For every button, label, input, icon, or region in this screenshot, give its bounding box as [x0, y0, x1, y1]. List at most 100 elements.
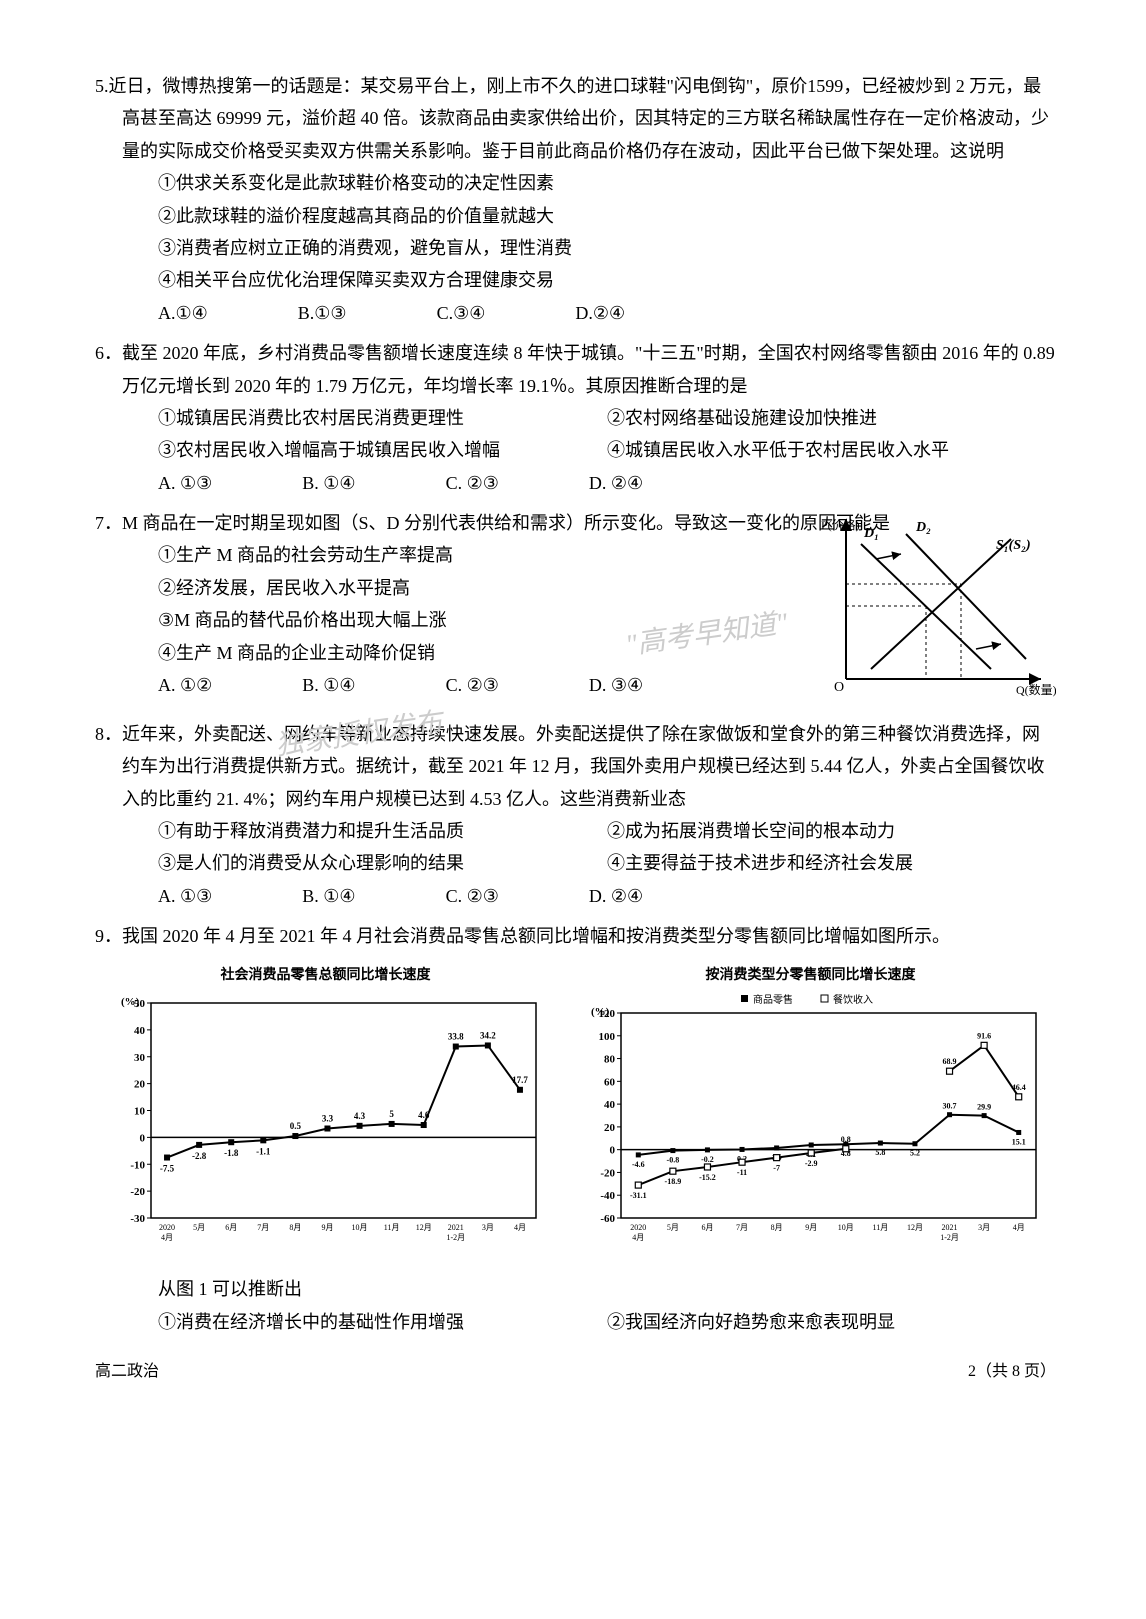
svg-text:5.2: 5.2 — [909, 1149, 919, 1158]
x-axis-label: Q(数量) — [1016, 682, 1056, 697]
svg-text:3.3: 3.3 — [321, 1113, 333, 1123]
svg-text:-20: -20 — [600, 1167, 615, 1179]
q5-stem: 近日，微博热搜第一的话题是：某交易平台上，刚上市不久的进口球鞋"闪电倒钩"，原价… — [109, 76, 1050, 161]
q6-stem: 截至 2020 年底，乡村消费品零售额增长速度连续 8 年快于城镇。"十三五"时… — [122, 343, 1055, 395]
svg-text:2021: 2021 — [941, 1223, 957, 1232]
q8-statement-1: ①有助于释放消费潜力和提升生活品质 — [158, 815, 607, 847]
q6-option-d: D. ②④ — [589, 467, 643, 499]
svg-text:6月: 6月 — [225, 1223, 237, 1232]
svg-text:-7.5: -7.5 — [159, 1163, 174, 1173]
svg-text:-20: -20 — [130, 1186, 145, 1198]
q5-option-b: B.①③ — [298, 297, 347, 329]
q8-option-a: A. ①③ — [158, 880, 212, 912]
q6-option-c: C. ②③ — [446, 467, 499, 499]
q5-statement-1: ①供求关系变化是此款球鞋价格变动的决定性因素 — [95, 167, 1056, 199]
svg-text:8月: 8月 — [770, 1223, 782, 1232]
svg-text:100: 100 — [598, 1031, 615, 1043]
svg-text:2020: 2020 — [159, 1223, 175, 1232]
svg-text:9月: 9月 — [321, 1223, 333, 1232]
footer-left: 高二政治 — [95, 1358, 159, 1387]
svg-text:30: 30 — [134, 1052, 146, 1064]
q5-statement-2: ②此款球鞋的溢价程度越高其商品的价值量就越大 — [95, 200, 1056, 232]
s-label: S₁(S₂) — [996, 538, 1031, 553]
q6-num: 6． — [95, 343, 122, 363]
q7-supply-demand-chart: P(价格) Q(数量) O D₁ D₂ S₁(S₂) — [816, 509, 1056, 709]
chart1-title: 社会消费品零售总额同比增长速度 — [106, 963, 546, 988]
svg-text:12月: 12月 — [906, 1223, 922, 1232]
origin-label: O — [834, 680, 844, 695]
q8-statement-2: ②成为拓展消费增长空间的根本动力 — [607, 815, 1056, 847]
svg-text:68.9: 68.9 — [942, 1057, 956, 1066]
q7-option-b: B. ①④ — [302, 669, 355, 701]
question-6: 6．截至 2020 年底，乡村消费品零售额增长速度连续 8 年快于城镇。"十三五… — [95, 337, 1056, 499]
q6-statement-3: ③农村居民收入增幅高于城镇居民收入增幅 — [158, 434, 607, 466]
svg-text:4.6: 4.6 — [418, 1110, 430, 1120]
svg-text:1-2月: 1-2月 — [940, 1233, 959, 1242]
svg-text:10月: 10月 — [837, 1223, 853, 1232]
question-5: 5.近日，微博热搜第一的话题是：某交易平台上，刚上市不久的进口球鞋"闪电倒钩"，… — [95, 70, 1056, 329]
svg-text:-1.1: -1.1 — [256, 1146, 271, 1156]
svg-text:7月: 7月 — [257, 1223, 269, 1232]
y-axis-label: P(价格) — [821, 517, 860, 532]
q8-option-d: D. ②④ — [589, 880, 643, 912]
svg-text:91.6: 91.6 — [977, 1031, 991, 1040]
q6-option-a: A. ①③ — [158, 467, 212, 499]
svg-text:12月: 12月 — [415, 1223, 431, 1232]
q8-statement-3: ③是人们的消费受从众心理影响的结果 — [158, 847, 607, 879]
q6-statement-2: ②农村网络基础设施建设加快推进 — [607, 402, 1056, 434]
svg-text:80: 80 — [604, 1053, 616, 1065]
svg-text:-10: -10 — [130, 1159, 145, 1171]
question-9: 9．我国 2020 年 4 月至 2021 年 4 月社会消费品零售总额同比增幅… — [95, 920, 1056, 1338]
svg-text:4月: 4月 — [1012, 1223, 1024, 1232]
svg-text:0.8: 0.8 — [840, 1135, 850, 1144]
q9-after: 从图 1 可以推断出 — [95, 1273, 1056, 1305]
svg-text:-31.1: -31.1 — [629, 1191, 646, 1200]
svg-text:15.1: 15.1 — [1011, 1137, 1025, 1146]
q7-statement-1: ①生产 M 商品的社会劳动生产率提高 — [95, 539, 796, 571]
svg-text:33.8: 33.8 — [447, 1031, 463, 1041]
page-footer: 高二政治 2（共 8 页） — [95, 1358, 1056, 1387]
svg-text:-30: -30 — [130, 1213, 145, 1225]
svg-text:20: 20 — [604, 1122, 616, 1134]
svg-text:-15.2: -15.2 — [699, 1173, 716, 1182]
q6-statement-1: ①城镇居民消费比农村居民消费更理性 — [158, 402, 607, 434]
q7-option-c: C. ②③ — [446, 669, 499, 701]
svg-text:29.9: 29.9 — [977, 1102, 991, 1111]
d2-label: D₂ — [915, 520, 931, 535]
svg-text:-7: -7 — [773, 1163, 780, 1172]
d1-label: D₁ — [863, 526, 879, 541]
svg-text:40: 40 — [134, 1025, 146, 1037]
svg-text:5.8: 5.8 — [875, 1148, 885, 1157]
svg-text:60: 60 — [604, 1076, 616, 1088]
q7-option-d: D. ③④ — [589, 669, 643, 701]
svg-text:11月: 11月 — [872, 1223, 888, 1232]
q9-stem: 我国 2020 年 4 月至 2021 年 4 月社会消费品零售总额同比增幅和按… — [122, 926, 950, 946]
svg-text:-0.2: -0.2 — [701, 1155, 714, 1164]
q9-chart-1: 社会消费品零售总额同比增长速度 (%)-30-20-10010203040502… — [106, 963, 546, 1264]
svg-text:4.3: 4.3 — [353, 1111, 365, 1121]
svg-text:120: 120 — [598, 1008, 615, 1020]
q8-statement-4: ④主要得益于技术进步和经济社会发展 — [607, 847, 1056, 879]
svg-text:2021: 2021 — [447, 1223, 463, 1232]
svg-text:-11: -11 — [736, 1168, 746, 1177]
q8-num: 8． — [95, 724, 122, 744]
svg-text:10月: 10月 — [351, 1223, 367, 1232]
svg-text:11月: 11月 — [383, 1223, 399, 1232]
q8-option-b: B. ①④ — [302, 880, 355, 912]
svg-text:50: 50 — [134, 998, 146, 1010]
svg-text:9月: 9月 — [805, 1223, 817, 1232]
svg-text:46.4: 46.4 — [1011, 1083, 1025, 1092]
question-7: 7．M 商品在一定时期呈现如图（S、D 分别代表供给和需求）所示变化。导致这一变… — [95, 507, 1056, 710]
q9-statement-2: ②我国经济向好趋势愈来愈表现明显 — [607, 1306, 1056, 1338]
svg-text:3月: 3月 — [978, 1223, 990, 1232]
svg-text:34.2: 34.2 — [480, 1030, 496, 1040]
q6-statement-4: ④城镇居民收入水平低于农村居民收入水平 — [607, 434, 1056, 466]
svg-text:10: 10 — [134, 1105, 146, 1117]
q9-num: 9． — [95, 926, 122, 946]
svg-text:17.7: 17.7 — [512, 1075, 528, 1085]
svg-text:5: 5 — [389, 1109, 394, 1119]
svg-text:-40: -40 — [600, 1190, 615, 1202]
svg-text:7月: 7月 — [736, 1223, 748, 1232]
q7-option-a: A. ①② — [158, 669, 212, 701]
svg-text:-2.9: -2.9 — [804, 1159, 817, 1168]
